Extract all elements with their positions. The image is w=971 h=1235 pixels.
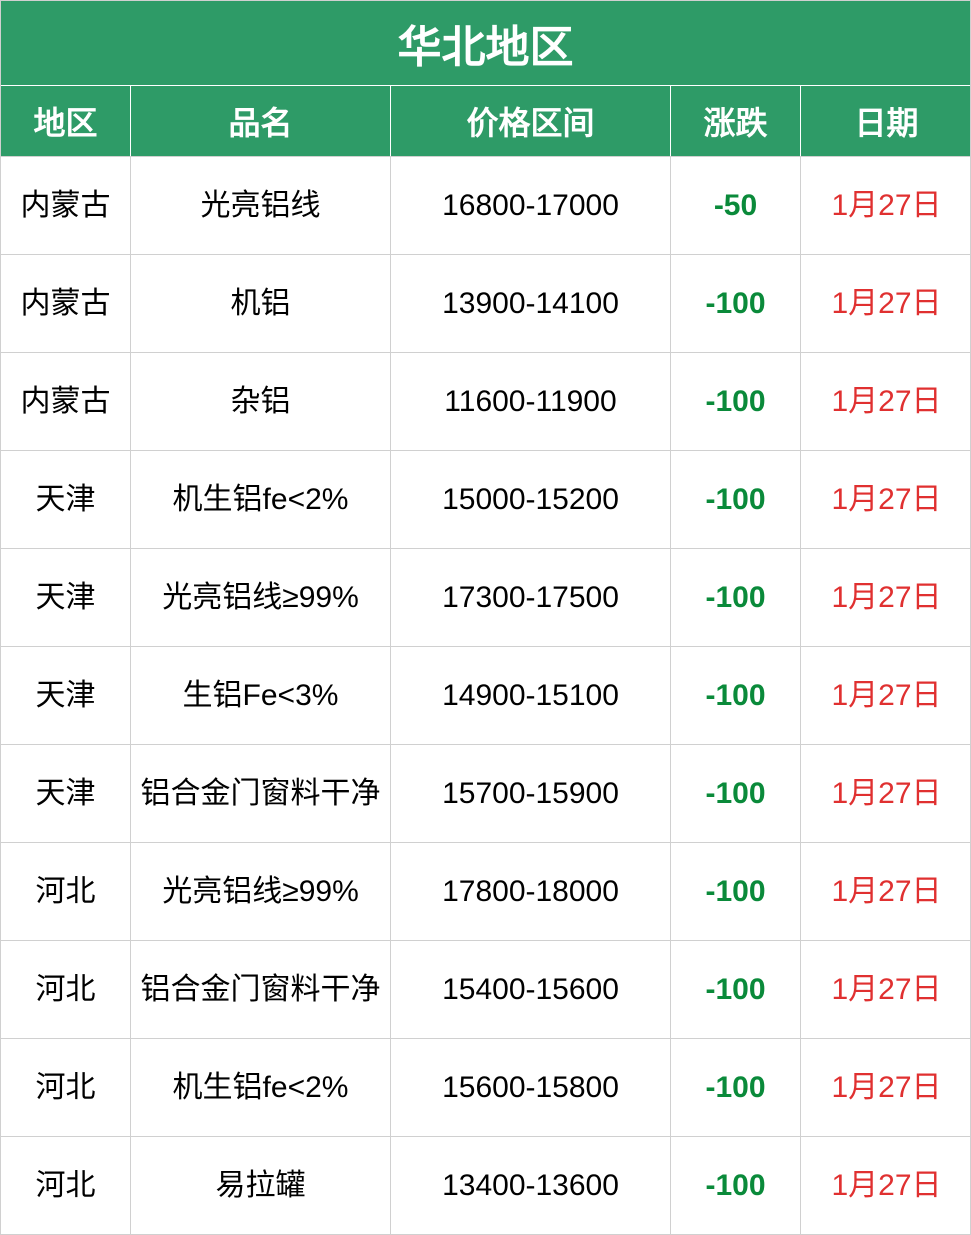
cell-product: 光亮铝线≥99%	[131, 549, 391, 646]
cell-region: 河北	[1, 941, 131, 1038]
cell-region: 天津	[1, 549, 131, 646]
table-row: 天津铝合金门窗料干净15700-15900 -100 1月27日	[1, 744, 970, 842]
table-row: 天津机生铝fe<2%15000-15200 -100 1月27日	[1, 450, 970, 548]
cell-date: 1月27日	[801, 549, 971, 646]
header-price: 价格区间	[391, 86, 671, 156]
cell-region: 河北	[1, 1137, 131, 1234]
change-value: -100	[705, 1166, 765, 1205]
header-change: 涨跌	[671, 86, 801, 156]
cell-change: -100	[671, 451, 801, 548]
cell-date: 1月27日	[801, 353, 971, 450]
change-value: -50	[714, 186, 757, 225]
cell-region: 天津	[1, 647, 131, 744]
header-product: 品名	[131, 86, 391, 156]
cell-price: 16800-17000	[391, 157, 671, 254]
cell-price: 15600-15800	[391, 1039, 671, 1136]
cell-change: -100	[671, 843, 801, 940]
cell-change: -100	[671, 647, 801, 744]
cell-price: 15700-15900	[391, 745, 671, 842]
table-row: 河北机生铝fe<2%15600-15800 -100 1月27日	[1, 1038, 970, 1136]
date-value: 1月27日	[831, 578, 941, 617]
cell-date: 1月27日	[801, 157, 971, 254]
change-value: -100	[705, 578, 765, 617]
change-value: -100	[705, 1068, 765, 1107]
cell-price: 17300-17500	[391, 549, 671, 646]
table-header-row: 地区 品名 价格区间 涨跌 日期	[1, 86, 970, 156]
cell-region: 内蒙古	[1, 157, 131, 254]
table-title: 华北地区	[1, 1, 970, 86]
cell-change: -100	[671, 353, 801, 450]
date-value: 1月27日	[831, 774, 941, 813]
cell-price: 13900-14100	[391, 255, 671, 352]
cell-date: 1月27日	[801, 451, 971, 548]
table-row: 内蒙古光亮铝线16800-17000 -50 1月27日	[1, 156, 970, 254]
cell-price: 13400-13600	[391, 1137, 671, 1234]
cell-price: 15400-15600	[391, 941, 671, 1038]
table-body: 内蒙古光亮铝线16800-17000-501月27日内蒙古机铝13900-141…	[1, 156, 970, 1234]
cell-region: 河北	[1, 843, 131, 940]
cell-product: 生铝Fe<3%	[131, 647, 391, 744]
cell-date: 1月27日	[801, 255, 971, 352]
date-value: 1月27日	[831, 382, 941, 421]
cell-change: -100	[671, 745, 801, 842]
cell-price: 11600-11900	[391, 353, 671, 450]
change-value: -100	[705, 774, 765, 813]
cell-product: 机生铝fe<2%	[131, 1039, 391, 1136]
cell-region: 河北	[1, 1039, 131, 1136]
cell-change: -100	[671, 255, 801, 352]
cell-region: 内蒙古	[1, 353, 131, 450]
change-value: -100	[705, 970, 765, 1009]
cell-price: 17800-18000	[391, 843, 671, 940]
date-value: 1月27日	[831, 676, 941, 715]
change-value: -100	[705, 480, 765, 519]
cell-date: 1月27日	[801, 647, 971, 744]
date-value: 1月27日	[831, 970, 941, 1009]
price-table: 华北地区 地区 品名 价格区间 涨跌 日期 内蒙古光亮铝线16800-17000…	[0, 0, 971, 1235]
header-date: 日期	[801, 86, 971, 156]
change-value: -100	[705, 872, 765, 911]
table-row: 河北铝合金门窗料干净15400-15600 -100 1月27日	[1, 940, 970, 1038]
date-value: 1月27日	[831, 1166, 941, 1205]
table-row: 内蒙古机铝13900-14100 -100 1月27日	[1, 254, 970, 352]
cell-price: 14900-15100	[391, 647, 671, 744]
cell-date: 1月27日	[801, 843, 971, 940]
date-value: 1月27日	[831, 284, 941, 323]
cell-product: 机铝	[131, 255, 391, 352]
header-region: 地区	[1, 86, 131, 156]
cell-product: 铝合金门窗料干净	[131, 745, 391, 842]
cell-region: 内蒙古	[1, 255, 131, 352]
cell-product: 杂铝	[131, 353, 391, 450]
cell-date: 1月27日	[801, 1137, 971, 1234]
cell-change: -100	[671, 1137, 801, 1234]
cell-product: 易拉罐	[131, 1137, 391, 1234]
date-value: 1月27日	[831, 480, 941, 519]
cell-date: 1月27日	[801, 941, 971, 1038]
cell-date: 1月27日	[801, 745, 971, 842]
table-row: 天津光亮铝线≥99%17300-17500 -100 1月27日	[1, 548, 970, 646]
table-row: 内蒙古杂铝11600-11900 -100 1月27日	[1, 352, 970, 450]
cell-product: 机生铝fe<2%	[131, 451, 391, 548]
cell-change: -100	[671, 941, 801, 1038]
cell-product: 光亮铝线≥99%	[131, 843, 391, 940]
cell-product: 铝合金门窗料干净	[131, 941, 391, 1038]
cell-date: 1月27日	[801, 1039, 971, 1136]
date-value: 1月27日	[831, 872, 941, 911]
change-value: -100	[705, 284, 765, 323]
cell-price: 15000-15200	[391, 451, 671, 548]
table-row: 河北易拉罐13400-13600 -100 1月27日	[1, 1136, 970, 1234]
date-value: 1月27日	[831, 1068, 941, 1107]
cell-product: 光亮铝线	[131, 157, 391, 254]
table-row: 天津生铝Fe<3%14900-15100 -100 1月27日	[1, 646, 970, 744]
cell-change: -50	[671, 157, 801, 254]
table-row: 河北光亮铝线≥99%17800-18000 -100 1月27日	[1, 842, 970, 940]
cell-region: 天津	[1, 745, 131, 842]
date-value: 1月27日	[831, 186, 941, 225]
cell-change: -100	[671, 549, 801, 646]
cell-change: -100	[671, 1039, 801, 1136]
change-value: -100	[705, 382, 765, 421]
change-value: -100	[705, 676, 765, 715]
cell-region: 天津	[1, 451, 131, 548]
